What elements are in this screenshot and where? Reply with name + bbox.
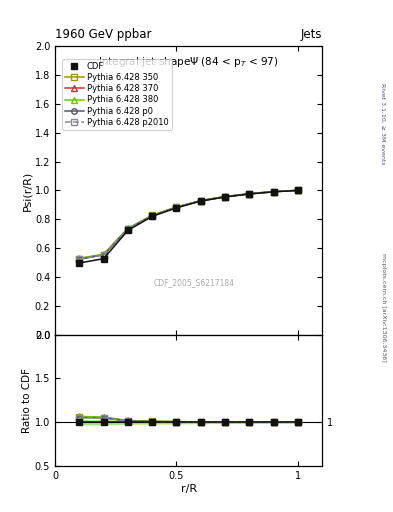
Legend: CDF, Pythia 6.428 350, Pythia 6.428 370, Pythia 6.428 380, Pythia 6.428 p0, Pyth: CDF, Pythia 6.428 350, Pythia 6.428 370,… [62, 59, 172, 130]
Text: Jets: Jets [301, 28, 322, 41]
Text: mcplots.cern.ch [arXiv:1306.3436]: mcplots.cern.ch [arXiv:1306.3436] [381, 253, 386, 361]
Text: CDF_2005_S6217184: CDF_2005_S6217184 [154, 278, 235, 287]
Text: Rivet 3.1.10, ≥ 3M events: Rivet 3.1.10, ≥ 3M events [381, 83, 386, 165]
X-axis label: r/R: r/R [180, 483, 197, 494]
Text: 1960 GeV ppbar: 1960 GeV ppbar [55, 28, 152, 41]
Y-axis label: Ratio to CDF: Ratio to CDF [22, 368, 32, 433]
Text: Integral jet shapeΨ (84 < p$_T$ < 97): Integral jet shapeΨ (84 < p$_T$ < 97) [98, 55, 279, 69]
Y-axis label: Psi(r/R): Psi(r/R) [22, 170, 32, 210]
